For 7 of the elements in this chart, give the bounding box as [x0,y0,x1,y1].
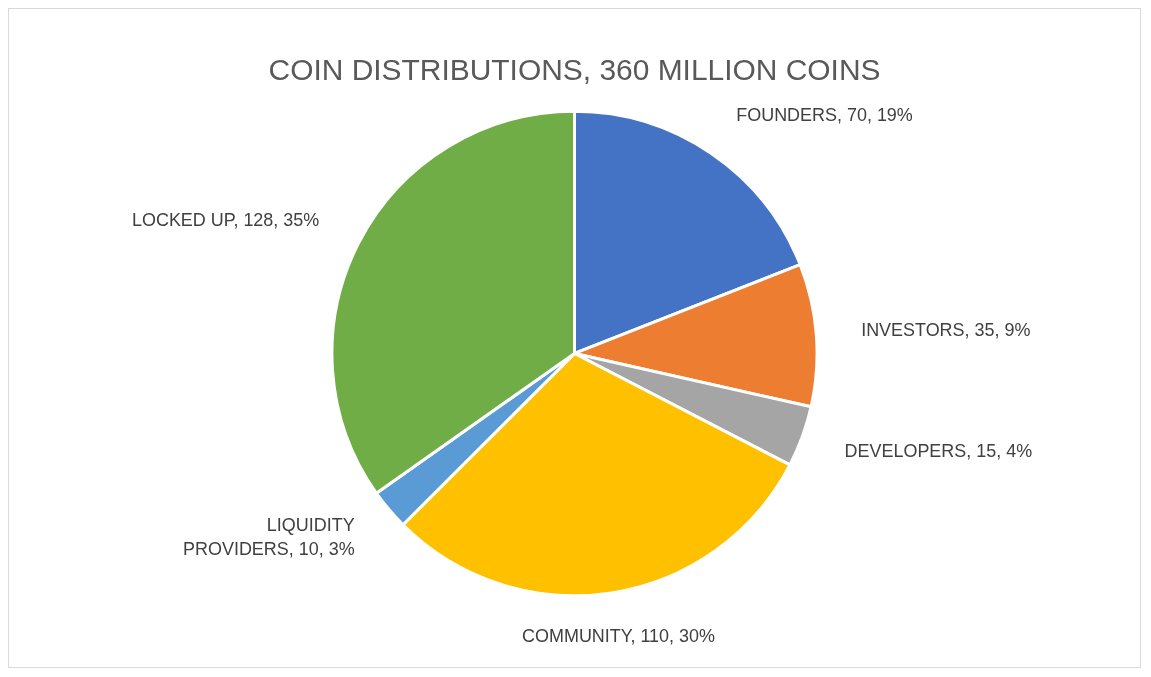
slice-label: FOUNDERS, 70, 19% [736,105,913,126]
slice-label: LOCKED UP, 128, 35% [132,210,320,231]
chart-title: COIN DISTRIBUTIONS, 360 MILLION COINS [268,53,881,87]
slice-label: INVESTORS, 35, 9% [861,320,1031,341]
slice-label: DEVELOPERS, 15, 4% [844,440,1033,461]
slice-label: LIQUIDITY PROVIDERS, 10, 3% [183,515,355,560]
slice-label: COMMUNITY, 110, 30% [522,626,715,647]
